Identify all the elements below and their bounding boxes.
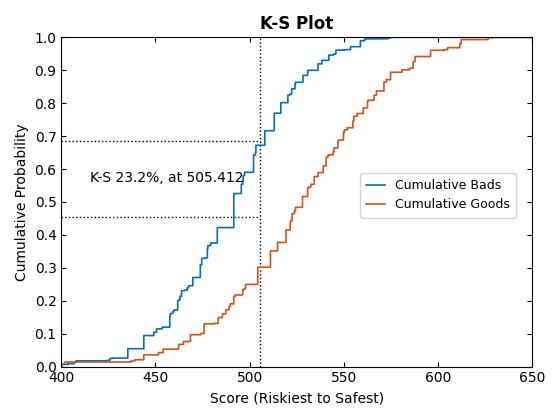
Legend: Cumulative Bads, Cumulative Goods: Cumulative Bads, Cumulative Goods xyxy=(360,173,516,218)
Cumulative Goods xyxy=(427,54,434,59)
Title: K-S Plot: K-S Plot xyxy=(260,15,333,33)
Text: K-S 23.2%, at 505.412: K-S 23.2%, at 505.412 xyxy=(90,171,243,185)
Cumulative Goods xyxy=(488,35,495,40)
Cumulative Bads xyxy=(430,35,436,40)
Cumulative Bads xyxy=(387,35,394,40)
Cumulative Bads xyxy=(141,333,147,338)
Cumulative Goods xyxy=(292,205,299,210)
Cumulative Bads xyxy=(527,35,534,40)
Cumulative Bads xyxy=(325,52,332,58)
Line: Cumulative Goods: Cumulative Goods xyxy=(62,37,532,367)
Cumulative Goods xyxy=(381,79,388,84)
Cumulative Goods xyxy=(529,35,535,40)
Cumulative Goods xyxy=(496,35,503,40)
Cumulative Bads xyxy=(239,179,246,184)
Cumulative Goods xyxy=(458,37,465,42)
Cumulative Goods xyxy=(58,364,65,369)
Y-axis label: Cumulative Probability: Cumulative Probability xyxy=(15,123,29,281)
X-axis label: Score (Riskiest to Safest): Score (Riskiest to Safest) xyxy=(209,391,384,405)
Cumulative Goods xyxy=(283,227,290,232)
Cumulative Bads xyxy=(405,35,412,40)
Cumulative Bads xyxy=(58,364,65,369)
Cumulative Bads xyxy=(529,35,535,40)
Line: Cumulative Bads: Cumulative Bads xyxy=(62,37,532,367)
